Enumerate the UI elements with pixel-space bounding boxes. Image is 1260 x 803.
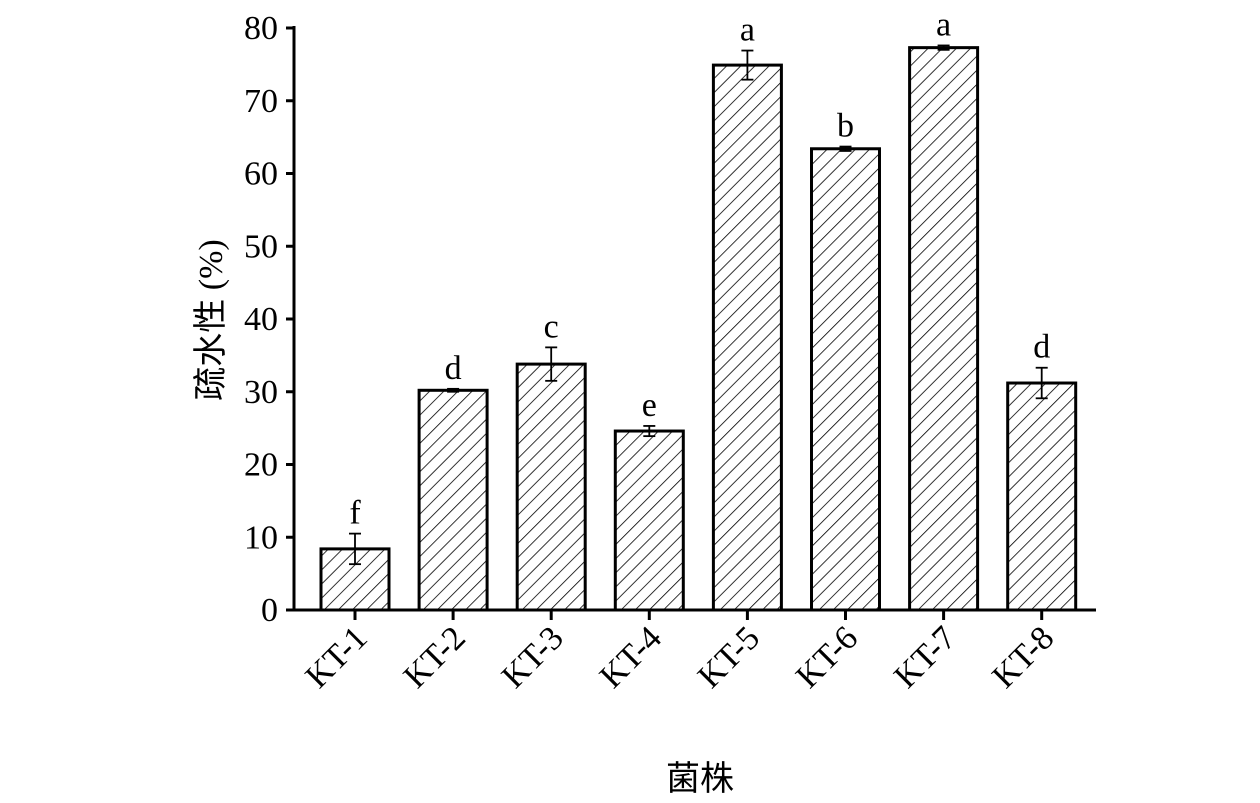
bar-KT-5	[711, 63, 783, 612]
error-bar	[447, 387, 460, 393]
x-tick-label: KT-5	[691, 619, 767, 695]
y-ticks: 0 10 20 30 40 50 60 70 80	[244, 10, 294, 629]
x-tick-label: KT-8	[985, 619, 1061, 695]
y-tick-label: 50	[244, 228, 278, 265]
y-tick-label: 20	[244, 447, 278, 484]
error-bar	[937, 44, 950, 51]
significance-letter: b	[837, 108, 854, 145]
error-bar	[349, 532, 361, 566]
x-tick-label: KT-4	[593, 619, 669, 695]
significance-letter: d	[1033, 329, 1050, 366]
significance-letter: d	[445, 350, 462, 387]
bar-KT-7	[908, 46, 980, 612]
y-tick-label: 60	[244, 156, 278, 193]
x-tick-label: KT-7	[887, 619, 963, 695]
error-bar	[741, 49, 754, 81]
significance-letter: a	[740, 12, 755, 49]
error-bar	[545, 346, 558, 382]
bar-KT-8	[1006, 381, 1078, 612]
bar-KT-2	[417, 388, 489, 612]
y-tick-label: 10	[244, 519, 278, 556]
error-bar	[1035, 366, 1048, 400]
bars-layer: f d c e a b a d	[319, 6, 1078, 612]
bar-KT-3	[515, 362, 587, 612]
x-tick-label: KT-6	[789, 619, 865, 695]
y-tick-label: 80	[244, 10, 278, 47]
bar-KT-6	[810, 147, 881, 612]
x-axis-label: 菌株	[666, 760, 734, 798]
bar-KT-4	[613, 429, 685, 612]
significance-letter: f	[349, 495, 361, 532]
y-tick-label: 40	[244, 301, 278, 338]
error-bar	[839, 145, 852, 152]
x-tick-label: KT-2	[397, 619, 473, 695]
significance-letter: c	[544, 308, 559, 345]
y-axis-label: 疏水性 (%)	[192, 239, 230, 400]
x-tick-label: KT-1	[299, 619, 375, 695]
x-tick-label: KT-3	[495, 619, 571, 695]
significance-letter: e	[642, 387, 657, 424]
significance-letter: a	[936, 6, 951, 43]
error-bar	[643, 425, 656, 438]
y-tick-label: 30	[244, 374, 278, 411]
x-ticks: KT-1 KT-2 KT-3 KT-4 KT-5 KT-6 KT-7 KT-8	[299, 610, 1061, 696]
y-tick-label: 70	[244, 83, 278, 120]
y-tick-label: 0	[261, 592, 278, 629]
